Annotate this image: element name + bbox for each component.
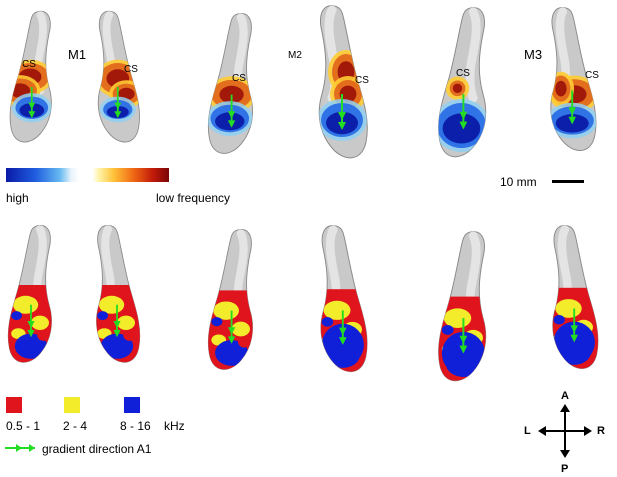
band-label-high: 8 - 16: [120, 419, 151, 433]
hemisphere-m2-right-top: [318, 5, 368, 159]
band-label-mid: 2 - 4: [63, 419, 88, 433]
hemisphere-m1-right-top: [97, 10, 140, 143]
compass-anterior-label: A: [561, 390, 569, 402]
hemisphere-m3-left-bot: [438, 231, 487, 382]
scale-bar-label: 10 mm: [500, 175, 537, 189]
band-swatch-mid: [64, 397, 80, 413]
frequency-colorbar: [6, 168, 169, 182]
scale-bar: [552, 180, 584, 183]
hemisphere-m2-right-bot: [320, 225, 368, 372]
subject-label-m2: M2: [288, 50, 302, 61]
cs-label-m3-left: CS: [456, 68, 470, 79]
cs-label-m1-left: CS: [22, 59, 36, 70]
compass-left-label: L: [524, 425, 531, 437]
hemisphere-m3-left-top: [438, 7, 487, 158]
cs-label-m2-left: CS: [232, 73, 246, 84]
gradient-arrow-icon: [5, 444, 35, 452]
colorbar-high-label: high: [6, 191, 29, 205]
subject-label-m3: M3: [524, 47, 543, 62]
band-unit-label: kHz: [164, 419, 185, 433]
colorbar-low-label: low frequency: [156, 191, 231, 205]
hemisphere-m3-right-bot: [552, 225, 599, 369]
band-swatch-low: [6, 397, 22, 413]
cs-label-m1-right: CS: [124, 64, 138, 75]
cs-label-m2-right: CS: [355, 75, 369, 86]
band-label-low: 0.5 - 1: [6, 419, 41, 433]
subject-label-m1: M1: [68, 47, 87, 62]
hemisphere-m3-right-top: [550, 7, 597, 151]
cs-label-m3-right: CS: [585, 70, 599, 81]
compass-posterior-label: P: [561, 463, 569, 475]
compass-right-label: R: [597, 425, 605, 437]
hemisphere-m1-left-top: [9, 10, 52, 143]
hemisphere-m1-left-bot: [7, 225, 52, 363]
hemisphere-m2-left-top: [207, 13, 253, 154]
gradient-legend-label: gradient direction A1: [42, 442, 152, 456]
orientation-compass-icon: [538, 404, 592, 458]
hemisphere-m1-right-bot: [96, 225, 141, 363]
band-swatch-high: [124, 397, 140, 413]
hemisphere-m2-left-bot: [207, 229, 253, 370]
